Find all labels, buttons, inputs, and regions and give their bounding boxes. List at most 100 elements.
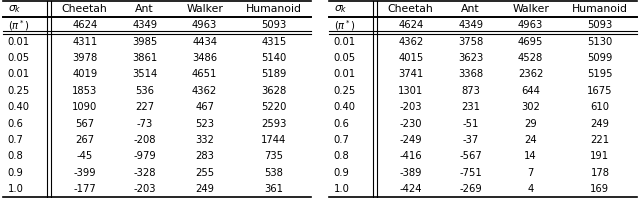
Text: -328: -328	[133, 168, 156, 178]
Text: $\sigma_k$: $\sigma_k$	[8, 3, 21, 15]
Text: 1744: 1744	[261, 135, 287, 145]
Text: 302: 302	[521, 102, 540, 112]
Text: -424: -424	[399, 184, 422, 194]
Text: 3628: 3628	[261, 86, 287, 96]
Text: 0.01: 0.01	[334, 69, 356, 80]
Text: 249: 249	[590, 118, 609, 129]
Text: Ant: Ant	[461, 4, 480, 14]
Text: 0.6: 0.6	[8, 118, 24, 129]
Text: 3514: 3514	[132, 69, 157, 80]
Text: 0.05: 0.05	[334, 53, 356, 63]
Text: 283: 283	[195, 151, 214, 161]
Text: Walker: Walker	[512, 4, 549, 14]
Text: 5140: 5140	[261, 53, 287, 63]
Text: 4311: 4311	[72, 37, 97, 47]
Text: -416: -416	[399, 151, 422, 161]
Text: -203: -203	[399, 102, 422, 112]
Text: 3741: 3741	[398, 69, 423, 80]
Text: 0.01: 0.01	[8, 37, 30, 47]
Text: -979: -979	[133, 151, 156, 161]
Text: 735: 735	[264, 151, 284, 161]
Text: 1090: 1090	[72, 102, 97, 112]
Text: 3861: 3861	[132, 53, 157, 63]
Text: Cheetah: Cheetah	[388, 4, 434, 14]
Text: 5093: 5093	[588, 20, 612, 30]
Text: 0.40: 0.40	[334, 102, 356, 112]
Text: 3978: 3978	[72, 53, 97, 63]
Text: 610: 610	[590, 102, 609, 112]
Text: 227: 227	[135, 102, 154, 112]
Text: 523: 523	[195, 118, 214, 129]
Text: 4349: 4349	[458, 20, 483, 30]
Text: 332: 332	[195, 135, 214, 145]
Text: 249: 249	[195, 184, 214, 194]
Text: -45: -45	[77, 151, 93, 161]
Text: 7: 7	[527, 168, 534, 178]
Text: -249: -249	[399, 135, 422, 145]
Text: -203: -203	[133, 184, 156, 194]
Text: 4963: 4963	[518, 20, 543, 30]
Text: 4349: 4349	[132, 20, 157, 30]
Text: 5220: 5220	[261, 102, 287, 112]
Text: -269: -269	[460, 184, 482, 194]
Text: 0.25: 0.25	[334, 86, 356, 96]
Text: 4019: 4019	[72, 69, 97, 80]
Text: 29: 29	[524, 118, 537, 129]
Text: -37: -37	[463, 135, 479, 145]
Text: 3368: 3368	[458, 69, 483, 80]
Text: 3486: 3486	[192, 53, 217, 63]
Text: 5189: 5189	[261, 69, 287, 80]
Text: $\sigma_k$: $\sigma_k$	[334, 3, 348, 15]
Text: 24: 24	[524, 135, 537, 145]
Text: 0.7: 0.7	[334, 135, 349, 145]
Text: Walker: Walker	[186, 4, 223, 14]
Text: 191: 191	[590, 151, 609, 161]
Text: -177: -177	[74, 184, 96, 194]
Text: $(\pi^*)$: $(\pi^*)$	[334, 18, 356, 33]
Text: 4434: 4434	[192, 37, 217, 47]
Text: 178: 178	[590, 168, 609, 178]
Text: -51: -51	[463, 118, 479, 129]
Text: 567: 567	[75, 118, 94, 129]
Text: 538: 538	[264, 168, 284, 178]
Text: 231: 231	[461, 102, 480, 112]
Text: 0.8: 0.8	[334, 151, 349, 161]
Text: 169: 169	[590, 184, 609, 194]
Text: 5099: 5099	[588, 53, 612, 63]
Text: 4528: 4528	[518, 53, 543, 63]
Text: 4: 4	[527, 184, 534, 194]
Text: -389: -389	[399, 168, 422, 178]
Text: -230: -230	[399, 118, 422, 129]
Text: 255: 255	[195, 168, 214, 178]
Text: 0.05: 0.05	[8, 53, 30, 63]
Text: -208: -208	[133, 135, 156, 145]
Text: 644: 644	[521, 86, 540, 96]
Text: 5130: 5130	[588, 37, 612, 47]
Text: 4362: 4362	[398, 37, 423, 47]
Text: 3985: 3985	[132, 37, 157, 47]
Text: 5195: 5195	[587, 69, 612, 80]
Text: 0.25: 0.25	[8, 86, 30, 96]
Text: 267: 267	[75, 135, 94, 145]
Text: 3758: 3758	[458, 37, 483, 47]
Text: 3623: 3623	[458, 53, 483, 63]
Text: -567: -567	[460, 151, 482, 161]
Text: 0.01: 0.01	[8, 69, 30, 80]
Text: 4362: 4362	[192, 86, 218, 96]
Text: Ant: Ant	[136, 4, 154, 14]
Text: -751: -751	[460, 168, 482, 178]
Text: 467: 467	[195, 102, 214, 112]
Text: 4695: 4695	[518, 37, 543, 47]
Text: 14: 14	[524, 151, 537, 161]
Text: 4624: 4624	[398, 20, 423, 30]
Text: 4624: 4624	[72, 20, 97, 30]
Text: 4315: 4315	[261, 37, 287, 47]
Text: -73: -73	[136, 118, 153, 129]
Text: Humanoid: Humanoid	[246, 4, 302, 14]
Text: 0.9: 0.9	[334, 168, 349, 178]
Text: 1.0: 1.0	[334, 184, 349, 194]
Text: 0.8: 0.8	[8, 151, 24, 161]
Text: 4651: 4651	[192, 69, 218, 80]
Text: 1675: 1675	[587, 86, 612, 96]
Text: 2593: 2593	[261, 118, 287, 129]
